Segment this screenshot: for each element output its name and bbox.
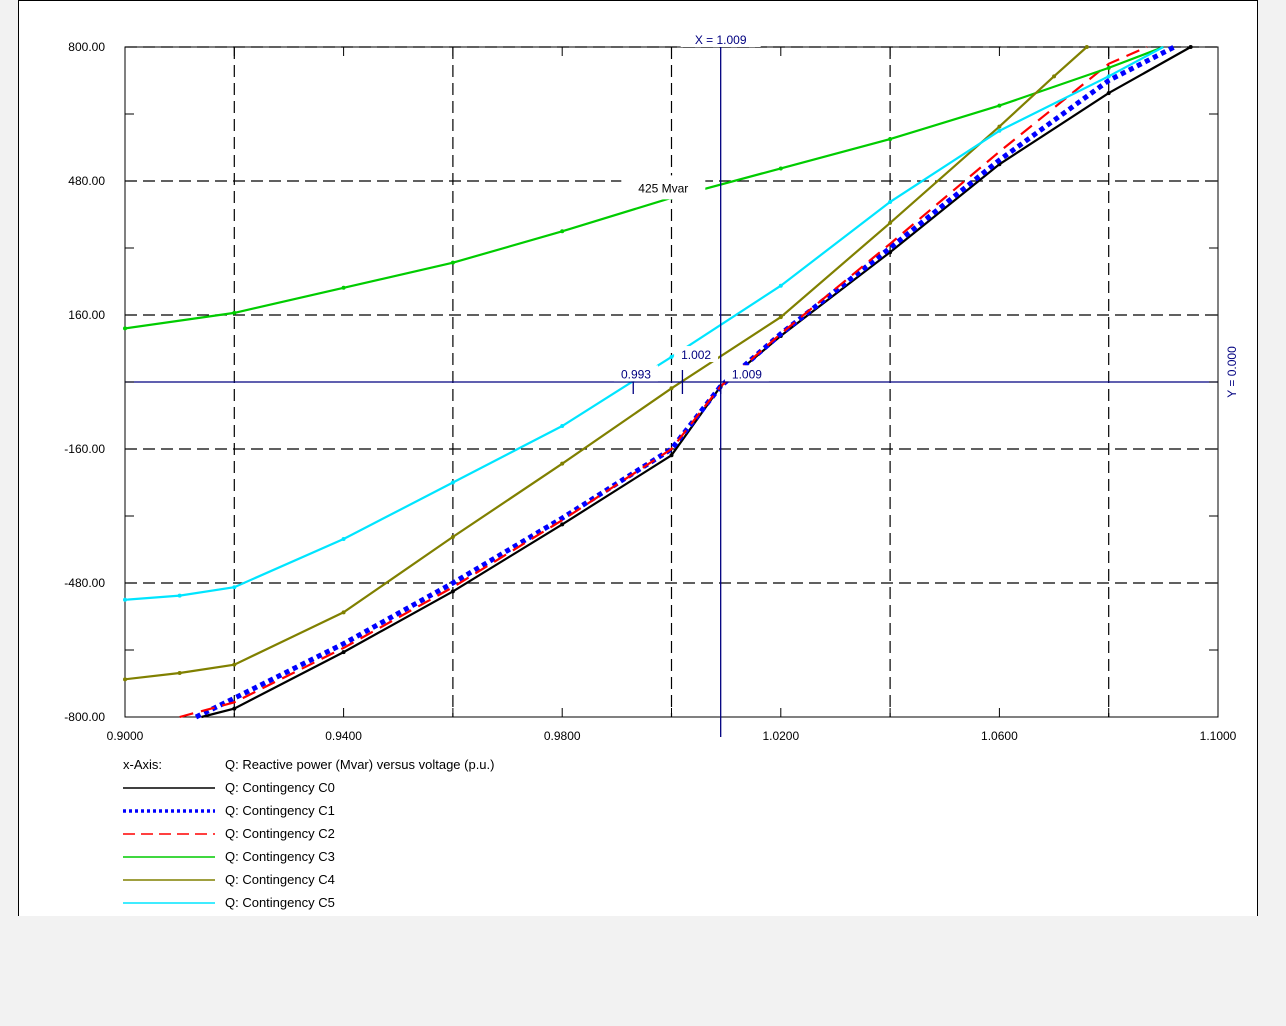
series-point-c4 xyxy=(1052,74,1057,79)
x-tick-label: 1.0600 xyxy=(981,729,1018,743)
x-tick-label: 0.9400 xyxy=(325,729,362,743)
y-tick-label: 800.00 xyxy=(68,40,105,54)
series-point-c4 xyxy=(778,315,783,320)
cursor-layer: X = 1.009 Y = 0.000 425 Mvar 1.002 0.993 1.00… xyxy=(125,33,1239,737)
y-tick-label: -800.00 xyxy=(64,710,105,724)
series-point-c4 xyxy=(997,124,1002,129)
x-tick-label: 0.9000 xyxy=(107,729,144,743)
series-point-c3 xyxy=(123,326,127,331)
series-point-c4 xyxy=(123,677,127,682)
annotation-bg xyxy=(613,365,658,382)
series-point-c4 xyxy=(560,461,565,466)
annotation-label: 1.002 xyxy=(681,348,711,362)
cursor-x-label-bg xyxy=(680,33,761,47)
axis-layer: 0.9000 0.9400 0.9800 1.0200 1.0600 1.1000 800.… xyxy=(64,40,1236,743)
y-tick-label: -480.00 xyxy=(64,576,105,590)
annotation-label: 1.009 xyxy=(732,367,762,381)
legend-label-c4: Q: Contingency C4 xyxy=(225,872,335,887)
plot-window: X = 1.009 Y = 0.000 425 Mvar 1.002 0.993 1.00… xyxy=(18,0,1258,916)
series-point-c5 xyxy=(669,354,674,359)
series-point-c5 xyxy=(123,597,127,602)
series-point-c4 xyxy=(1084,45,1089,49)
x-tick-label: 1.0200 xyxy=(762,729,799,743)
series-point-c5 xyxy=(232,585,237,590)
series-line-c2 xyxy=(179,45,1148,719)
series-point-c3 xyxy=(560,229,565,234)
series-point-c3 xyxy=(778,166,783,171)
series-point-c3 xyxy=(341,285,346,290)
series-point-c5 xyxy=(778,283,783,288)
series-point-c4 xyxy=(669,386,674,391)
legend-label-c1: Q: Contingency C1 xyxy=(225,803,335,818)
series-point-c5 xyxy=(177,593,182,598)
series-point-c4 xyxy=(177,671,182,676)
series-point-c5 xyxy=(341,537,346,542)
series-line-c5 xyxy=(124,46,1164,601)
series-point-c3 xyxy=(888,137,893,142)
annotation-label: 0.993 xyxy=(621,367,651,381)
series-point-c5 xyxy=(560,423,565,428)
series-point-c4 xyxy=(232,662,237,667)
series-point-c5 xyxy=(888,199,893,204)
qv-chart: X = 1.009 Y = 0.000 425 Mvar 1.002 0.993 1.00… xyxy=(64,33,1239,910)
annotation-bg xyxy=(621,175,706,200)
series-point-c3 xyxy=(1106,65,1111,70)
cursor-y-label: Y = 0.000 xyxy=(1225,346,1239,398)
series-point-c0 xyxy=(450,589,455,594)
series-point-c4 xyxy=(888,220,893,225)
x-tick-label: 1.1000 xyxy=(1200,729,1237,743)
legend-header-text: Q: Reactive power (Mvar) versus voltage … xyxy=(225,757,494,772)
legend-label-c0: Q: Contingency C0 xyxy=(225,780,335,795)
series-line-c4 xyxy=(124,46,1088,681)
series-point-c4 xyxy=(450,534,455,539)
x-tick-label: 0.9800 xyxy=(544,729,581,743)
legend: x-Axis: Q: Reactive power (Mvar) versus v… xyxy=(123,757,494,910)
legend-header: x-Axis: xyxy=(123,757,162,772)
y-tick-label: 480.00 xyxy=(68,174,105,188)
series-point-c0 xyxy=(560,522,565,527)
y-tick-label: 160.00 xyxy=(68,308,105,322)
series-point-c5 xyxy=(1106,74,1111,79)
legend-label-c2: Q: Contingency C2 xyxy=(225,826,335,841)
series-point-c4 xyxy=(341,610,346,615)
annotation-bg xyxy=(724,365,769,382)
series-line-c0 xyxy=(201,46,1192,719)
cursor-x-label: X = 1.009 xyxy=(695,33,747,47)
series-point-c0 xyxy=(341,650,346,655)
series-point-c5 xyxy=(450,480,455,485)
series-point-c0 xyxy=(1188,45,1193,49)
series-point-c3 xyxy=(997,103,1002,108)
legend-label-c3: Q: Contingency C3 xyxy=(225,849,335,864)
series-point-c3 xyxy=(232,310,237,315)
y-tick-label: -160.00 xyxy=(64,442,105,456)
annotation-bg xyxy=(674,346,719,363)
series-point-c3 xyxy=(450,260,455,265)
annotation-label: 425 Mvar xyxy=(638,181,688,195)
series-point-c5 xyxy=(997,128,1002,133)
series-point-c0 xyxy=(1106,91,1111,96)
legend-label-c5: Q: Contingency C5 xyxy=(225,895,335,910)
series-point-c0 xyxy=(669,453,674,458)
